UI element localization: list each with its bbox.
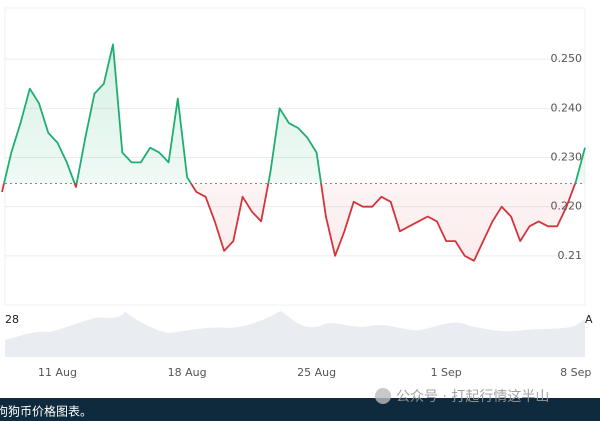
footer-text: 狗狗币价格图表。 [0, 404, 92, 419]
y-tick-label: 0.240 [551, 101, 583, 114]
y-tick-label: 0.21 [558, 249, 583, 262]
y-tick-label: 0.230 [551, 151, 583, 164]
x-tick-label: 11 Aug [38, 366, 77, 379]
x-tick-label: 18 Aug [168, 366, 207, 379]
watermark: 公众号 · 打起行情这半山 [396, 388, 549, 405]
edge-label: 28 [5, 313, 19, 326]
x-tick-label: 25 Aug [297, 366, 336, 379]
edge-label: A [585, 313, 593, 326]
area-fill [2, 44, 585, 261]
y-tick-label: 0.220 [551, 200, 583, 213]
y-tick-label: 0.250 [551, 52, 583, 65]
price-line [1, 43, 586, 262]
watermark-icon [375, 388, 391, 404]
volume-area [5, 311, 585, 357]
x-tick-label: 1 Sep [431, 366, 462, 379]
x-tick-label: 8 Sep [560, 366, 591, 379]
footer-bar [0, 398, 600, 421]
